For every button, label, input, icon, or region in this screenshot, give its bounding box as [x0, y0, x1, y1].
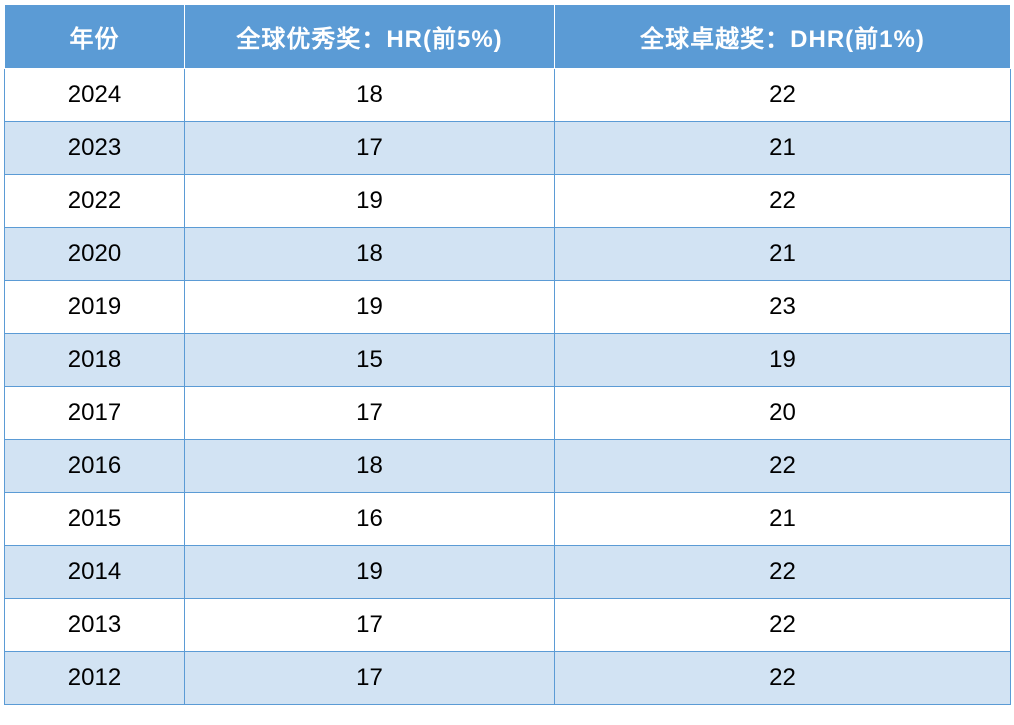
table-row: 2016 18 22 — [5, 440, 1011, 493]
cell-year: 2024 — [5, 69, 185, 122]
cell-hr: 17 — [185, 122, 555, 175]
cell-hr: 18 — [185, 228, 555, 281]
cell-hr: 17 — [185, 387, 555, 440]
cell-dhr: 22 — [555, 546, 1011, 599]
cell-dhr: 22 — [555, 175, 1011, 228]
table-row: 2017 17 20 — [5, 387, 1011, 440]
table-header-row: 年份 全球优秀奖：HR(前5%) 全球卓越奖：DHR(前1%) — [5, 5, 1011, 69]
cell-hr: 18 — [185, 69, 555, 122]
header-dhr: 全球卓越奖：DHR(前1%) — [555, 5, 1011, 69]
cell-dhr: 21 — [555, 228, 1011, 281]
cell-hr: 19 — [185, 546, 555, 599]
cell-year: 2017 — [5, 387, 185, 440]
table-row: 2020 18 21 — [5, 228, 1011, 281]
cell-year: 2013 — [5, 599, 185, 652]
awards-table: 年份 全球优秀奖：HR(前5%) 全球卓越奖：DHR(前1%) 2024 18 … — [4, 4, 1011, 705]
table-row: 2012 17 22 — [5, 652, 1011, 705]
table-row: 2023 17 21 — [5, 122, 1011, 175]
cell-dhr: 22 — [555, 440, 1011, 493]
cell-year: 2015 — [5, 493, 185, 546]
cell-year: 2014 — [5, 546, 185, 599]
cell-year: 2022 — [5, 175, 185, 228]
table-row: 2022 19 22 — [5, 175, 1011, 228]
table-row: 2015 16 21 — [5, 493, 1011, 546]
header-hr: 全球优秀奖：HR(前5%) — [185, 5, 555, 69]
cell-dhr: 21 — [555, 122, 1011, 175]
table-row: 2013 17 22 — [5, 599, 1011, 652]
cell-hr: 16 — [185, 493, 555, 546]
cell-year: 2012 — [5, 652, 185, 705]
cell-year: 2019 — [5, 281, 185, 334]
cell-hr: 19 — [185, 175, 555, 228]
header-year: 年份 — [5, 5, 185, 69]
cell-hr: 19 — [185, 281, 555, 334]
cell-hr: 18 — [185, 440, 555, 493]
cell-year: 2023 — [5, 122, 185, 175]
cell-hr: 17 — [185, 599, 555, 652]
table-row: 2024 18 22 — [5, 69, 1011, 122]
cell-dhr: 19 — [555, 334, 1011, 387]
cell-year: 2018 — [5, 334, 185, 387]
cell-dhr: 22 — [555, 652, 1011, 705]
table-row: 2019 19 23 — [5, 281, 1011, 334]
table-row: 2014 19 22 — [5, 546, 1011, 599]
cell-dhr: 21 — [555, 493, 1011, 546]
cell-year: 2016 — [5, 440, 185, 493]
cell-year: 2020 — [5, 228, 185, 281]
cell-dhr: 20 — [555, 387, 1011, 440]
cell-dhr: 23 — [555, 281, 1011, 334]
table-row: 2018 15 19 — [5, 334, 1011, 387]
cell-dhr: 22 — [555, 69, 1011, 122]
cell-hr: 17 — [185, 652, 555, 705]
cell-hr: 15 — [185, 334, 555, 387]
cell-dhr: 22 — [555, 599, 1011, 652]
